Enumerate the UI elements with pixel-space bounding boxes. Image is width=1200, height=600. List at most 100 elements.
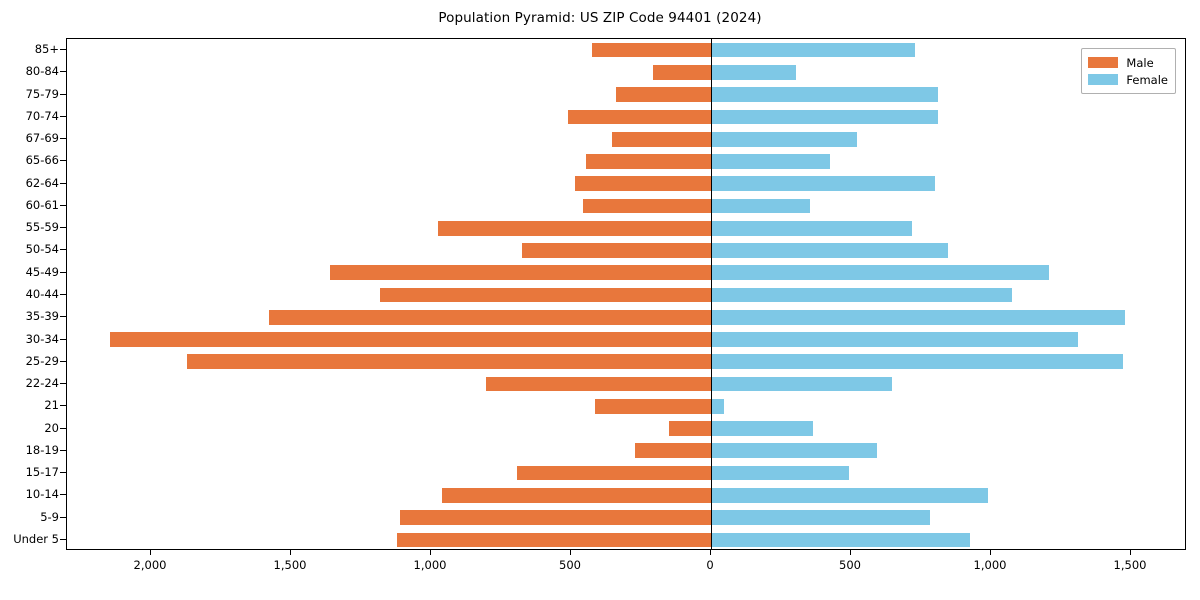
legend-label: Female	[1126, 72, 1168, 87]
bar-female	[711, 243, 948, 258]
y-axis-tick-label: 50-54	[25, 242, 59, 257]
y-axis-tick-label: 67-69	[25, 131, 59, 146]
bar-row	[67, 65, 1185, 80]
bar-female	[711, 220, 913, 236]
bar-male	[400, 510, 711, 525]
y-axis-tick-mark	[60, 427, 66, 429]
bar-male	[397, 532, 711, 548]
bar-female	[711, 443, 878, 459]
y-axis-tick-mark	[60, 472, 66, 474]
x-axis-tick-label: 500	[559, 558, 581, 572]
bar-row	[67, 287, 1185, 303]
y-axis-tick-mark	[60, 516, 66, 518]
bar-female	[711, 65, 797, 80]
x-axis-tick-mark	[430, 550, 431, 555]
bar-male	[586, 154, 711, 169]
bar-female	[711, 176, 935, 192]
y-axis-tick-label: 10-14	[25, 487, 59, 502]
chart-title: Population Pyramid: US ZIP Code 94401 (2…	[438, 10, 762, 26]
x-axis-tick-label: 2,000	[133, 558, 167, 572]
bar-female	[711, 154, 830, 169]
bar-row	[67, 465, 1185, 481]
bar-row	[67, 176, 1185, 192]
y-axis-tick-mark	[60, 160, 66, 162]
y-axis-tick-mark	[60, 271, 66, 273]
zero-axis-line	[711, 39, 713, 549]
y-axis-tick-mark	[60, 182, 66, 184]
y-axis-tick-mark	[60, 71, 66, 73]
legend-entry: Male	[1088, 54, 1168, 71]
bar-row	[67, 332, 1185, 347]
bar-male	[568, 109, 711, 125]
bar-female	[711, 265, 1049, 281]
y-axis-tick-mark	[60, 249, 66, 251]
bar-row	[67, 354, 1185, 370]
x-axis-tick-label: 1,000	[973, 558, 1007, 572]
y-axis-tick-mark	[60, 405, 66, 407]
y-axis-tick-label: 85+	[34, 42, 59, 57]
y-axis-tick-mark	[60, 538, 66, 540]
bar-male	[438, 220, 711, 236]
y-axis-tick-label: 5-9	[40, 509, 59, 524]
bar-male	[595, 398, 711, 414]
bar-row	[67, 488, 1185, 503]
bar-male	[187, 354, 711, 370]
x-axis-tick-mark	[570, 550, 571, 555]
y-axis-tick-label: 65-66	[25, 153, 59, 168]
bar-male	[669, 421, 711, 436]
x-axis-tick-mark	[850, 550, 851, 555]
x-axis-tick-mark	[710, 550, 711, 555]
bar-female	[711, 354, 1123, 370]
bar-female	[711, 198, 811, 214]
y-axis-tick-label: 70-74	[25, 108, 59, 123]
bar-female	[711, 109, 938, 125]
bar-female	[711, 87, 938, 102]
legend-label: Male	[1126, 55, 1154, 70]
x-axis-tick-label: 500	[839, 558, 861, 572]
y-axis-tick-label: 62-64	[25, 175, 59, 190]
bar-male	[516, 465, 711, 481]
bar-male	[269, 309, 711, 325]
plot-area: Male Female	[66, 38, 1186, 550]
bar-female	[711, 465, 850, 481]
x-axis-tick-label: 1,500	[273, 558, 307, 572]
x-axis-tick-mark	[290, 550, 291, 555]
bar-row	[67, 532, 1185, 548]
y-axis-tick-label: 40-44	[25, 287, 59, 301]
bar-female	[711, 398, 725, 414]
bar-male	[522, 243, 711, 258]
bar-male	[592, 42, 711, 58]
bar-male	[330, 265, 711, 281]
bar-male	[611, 131, 711, 147]
bar-male	[583, 198, 711, 214]
bar-male	[615, 87, 711, 102]
bar-male	[634, 443, 711, 459]
bar-male	[653, 65, 711, 80]
y-axis-tick-label: 15-17	[25, 465, 59, 480]
bar-row	[67, 198, 1185, 214]
y-axis-tick-mark	[60, 115, 66, 117]
y-axis-tick-mark	[60, 494, 66, 496]
bar-row	[67, 376, 1185, 392]
y-axis-tick-mark	[60, 449, 66, 451]
y-axis-tick-label: 21	[44, 398, 59, 413]
bar-row	[67, 443, 1185, 459]
bar-row	[67, 421, 1185, 436]
bar-female	[711, 309, 1125, 325]
bar-row	[67, 42, 1185, 58]
legend-entry: Female	[1088, 71, 1168, 88]
y-axis-tick-label: 55-59	[25, 220, 59, 235]
bar-female	[711, 532, 970, 548]
x-axis-tick-label: 0	[706, 558, 714, 572]
bar-row	[67, 109, 1185, 125]
y-axis-tick-mark	[60, 360, 66, 362]
y-axis-tick-label: 35-39	[25, 309, 59, 324]
bar-male	[380, 287, 711, 303]
y-axis-tick-label: 45-49	[25, 264, 59, 279]
bar-female	[711, 42, 916, 58]
bar-row	[67, 398, 1185, 414]
bar-row	[67, 154, 1185, 169]
y-axis-tick-label: 18-19	[25, 442, 59, 457]
bar-male	[442, 488, 711, 503]
